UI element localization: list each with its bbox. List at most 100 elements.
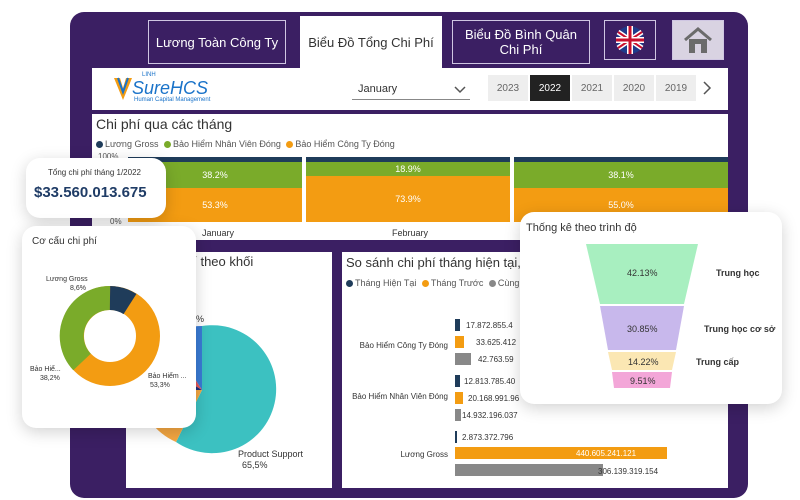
mar-nv-segment: 38.1% [514,162,728,188]
edu-pct-2: 14.22% [628,357,659,367]
donut-label-bh-ct: Bảo Hiểm ... [148,373,187,380]
total-cost-label: Tổng chi phí tháng 1/2022 [48,168,141,177]
chevron-right-icon[interactable] [700,80,714,96]
home-icon [684,27,712,53]
total-cost-card: Tổng chi phí tháng 1/2022 $33.560.013.67… [26,158,166,218]
education-funnel [586,244,698,388]
cat-bh-nv: Bảo Hiểm Nhân Viên Đóng [352,392,448,401]
donut-pct-bh-ct: 53,3% [150,382,170,389]
product-support-pct: 65,5% [242,460,268,470]
year-button-2019[interactable]: 2019 [656,75,696,101]
x-label-feb: February [392,228,429,238]
tab-luong-toan-cong-ty[interactable]: Lương Toàn Công Ty [148,20,286,64]
label-gross-current: 2.873.372.796 [462,433,514,442]
label-gross-previous: 440.605.241.121 [576,449,637,458]
funnel-trung-hoc-co-so [600,306,684,350]
label-ct-previous: 33.625.412 [476,338,517,347]
block-title: hí theo khối [186,254,254,269]
legend-dot-gross [96,141,103,149]
legend-dot-nv [163,141,171,149]
legend-previous: Tháng Trước [430,278,484,288]
logo-subtitle: Human Capital Management [134,97,211,103]
label-nv-same: 14.932.196.037 [462,411,518,420]
month-dropdown[interactable]: January [352,78,470,100]
cat-bh-ct: Bảo Hiểm Công Ty Đóng [359,341,448,350]
funnel-trung-hoc [586,244,698,304]
bar-gross-current [455,431,457,443]
cost-structure-card: Cơ cấu chi phí Lương Gross 8,6% Bảo Hiể.… [22,226,196,428]
label-nv-current: 12.813.785.40 [464,377,516,386]
cat-gross: Lương Gross [400,450,448,459]
compare-legend: Tháng Hiện Tại Tháng Trước Cùng kỳ [346,278,531,288]
education-title: Thống kê theo trình độ [526,222,637,234]
jan-nv-label: 38.2% [202,170,228,180]
donut-label-bh-nv: Bảo Hiể... [30,366,61,373]
year-button-2023[interactable]: 2023 [488,75,528,101]
legend-dot-ct [286,141,294,149]
legend-dot-current [346,280,353,288]
bar-nv-same [455,409,461,421]
year-button-2020[interactable]: 2020 [614,75,654,101]
x-label-jan: January [202,228,235,238]
cost-structure-title: Cơ cấu chi phí [32,236,97,247]
feb-nv-label: 18.9% [395,164,421,174]
edu-pct-3: 9.51% [630,376,656,386]
donut-pct-gross: 8,6% [70,285,86,292]
block-pct-partial: % [196,314,205,324]
jan-ct-label: 53.3% [202,200,228,210]
funnel-other [612,372,672,388]
donut-label-gross: Lương Gross [46,276,88,283]
cost-structure-donut [59,285,160,386]
bar-gross-same [455,464,603,476]
donut-pct-bh-nv: 38,2% [40,375,60,382]
bar-nv-previous [455,392,463,404]
feb-ct-segment: 73.9% [306,176,510,222]
feb-nv-segment: 18.9% [306,162,510,176]
legend-dot-same-period [488,280,496,288]
label-ct-same: 42.763.59 [478,355,514,364]
edu-pct-0: 42.13% [627,268,658,278]
monthly-title: Chi phí qua các tháng [96,116,233,132]
chevron-down-icon [454,86,466,94]
donut-slice-bh-nv [59,285,111,371]
compare-title: So sánh chi phí tháng hiện tại, t [346,255,529,270]
monthly-legend: Lương Gross Bảo Hiểm Nhân Viên Đóng Bảo … [96,139,395,149]
edu-cat-0: Trung học [716,268,760,278]
funnel-trung-cap [608,352,676,370]
year-button-2022[interactable]: 2022 [530,75,570,101]
language-button[interactable] [604,20,656,60]
mar-nv-label: 38.1% [608,170,634,180]
bar-ct-same [455,353,471,365]
legend-gross: Lương Gross [105,139,159,149]
edu-pct-1: 30.85% [627,324,658,334]
feb-gross-segment [306,157,510,162]
y-tick-100: 100% [98,152,119,161]
pie-slice-product-support [176,325,277,454]
edu-cat-2: Trung cấp [696,357,740,367]
bar-ct-previous [455,336,464,348]
home-button[interactable] [672,20,724,60]
total-cost-value: $33.560.013.675 [34,184,147,201]
label-nv-previous: 20.168.991.96 [468,394,520,403]
tab-bieu-do-tong-chi-phi[interactable]: Biểu Đồ Tổng Chi Phí [300,16,442,68]
uk-flag-icon [616,26,644,54]
year-button-2021[interactable]: 2021 [572,75,612,101]
label-gross-same: 306.139.319.154 [598,467,659,476]
y-tick-0: 0% [110,217,122,226]
education-card: Thống kê theo trình độ 42.13% 30.85% 14.… [520,212,782,404]
donut-slice-gross [109,286,137,315]
bar-ct-current [455,319,460,331]
bar-gross-previous [455,447,667,459]
feb-ct-label: 73.9% [395,194,421,204]
label-ct-current: 17.872.855.4 [466,321,513,330]
tab-bieu-do-binh-quan-chi-phi[interactable]: Biểu Đồ Bình Quân Chi Phí [452,20,590,64]
legend-dot-previous [421,280,429,288]
logo-tag: LINH [142,72,156,78]
logo-text: SureHCS [132,78,209,98]
bar-nv-current [455,375,460,387]
legend-same-period: Cùng kỳ [497,278,531,288]
month-value: January [358,83,398,95]
jan-gross-segment [128,157,302,162]
product-support-label: Product Support [238,449,304,459]
mar-gross-segment [514,157,728,162]
